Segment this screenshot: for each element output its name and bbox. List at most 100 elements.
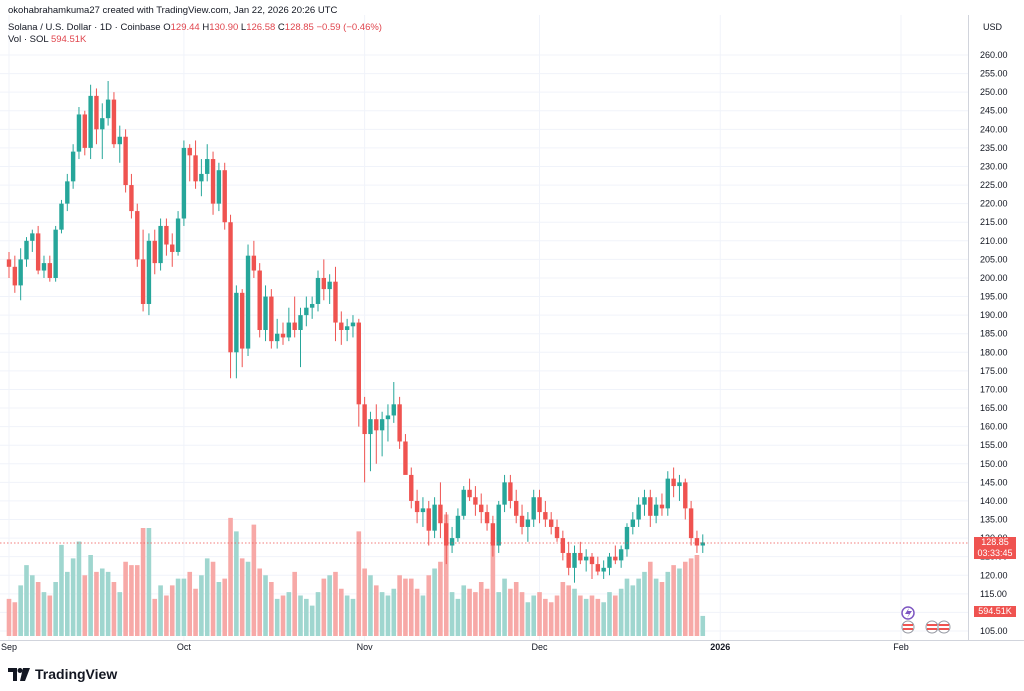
candle-body	[117, 136, 122, 145]
candle-body	[47, 263, 53, 278]
tradingview-logo[interactable]: TradingView	[8, 666, 117, 682]
candle-body	[543, 512, 548, 520]
volume-bar	[682, 561, 688, 636]
candle-body	[339, 322, 344, 330]
volume-bar	[193, 588, 198, 636]
candle-body	[24, 240, 29, 260]
volume-value: 594.51K	[50, 34, 87, 45]
candle-body	[152, 240, 157, 264]
volume-bar	[99, 568, 105, 636]
volume-bar	[502, 578, 507, 636]
us-flag-icon	[937, 620, 951, 634]
time-axis[interactable]: Sep Oct Nov Dec 2026 Feb	[0, 640, 1024, 653]
volume-bar	[677, 568, 682, 636]
price-tick-label: 220.00	[980, 199, 1008, 209]
open-label: O	[163, 22, 171, 33]
candle-body	[193, 155, 198, 182]
candle-body	[484, 512, 490, 524]
candle-body	[76, 114, 82, 152]
candle-body	[508, 482, 513, 501]
candle-body	[111, 99, 117, 145]
creator-line: okohabrahamkuma27 created with TradingVi…	[8, 5, 338, 16]
volume-bar	[700, 615, 706, 636]
price-axis[interactable]: 105.00110.00115.00120.00125.00130.00135.…	[968, 15, 1008, 640]
volume-bar	[572, 588, 577, 636]
volume-label[interactable]: Vol · SOL	[8, 34, 49, 45]
volume-bar	[321, 578, 327, 636]
price-tick-label: 185.00	[980, 329, 1008, 339]
price-tick-label: 175.00	[980, 366, 1008, 376]
volume-bar	[566, 585, 571, 636]
volume-bar	[309, 605, 315, 636]
volume-bar	[373, 585, 379, 636]
volume-bar	[327, 575, 332, 636]
candle-body	[30, 233, 35, 241]
volume-bar	[140, 528, 146, 636]
candle-body	[286, 322, 292, 338]
price-tick-label: 135.00	[980, 515, 1008, 525]
volume-bar	[105, 571, 111, 636]
volume-bar	[269, 582, 274, 636]
candle-body	[479, 504, 484, 513]
time-tick-label: Sep	[1, 642, 17, 652]
candle-body	[164, 225, 169, 245]
last-price-tag: 128.85 03:33:45	[974, 537, 1016, 559]
volume-bar	[286, 592, 292, 636]
volume-bar	[443, 514, 449, 636]
candle-body	[537, 497, 542, 513]
candle-body	[607, 556, 612, 568]
volume-bar	[473, 592, 478, 636]
volume-bar	[362, 568, 367, 636]
volume-bar	[315, 592, 321, 636]
candle-body	[473, 497, 478, 505]
volume-bar	[152, 598, 158, 636]
price-tick-label: 200.00	[980, 273, 1008, 283]
candle-body	[187, 147, 192, 156]
volume-bar	[525, 602, 531, 636]
candle-body	[432, 504, 437, 531]
volume-bar	[653, 578, 659, 636]
candle-body	[566, 552, 571, 568]
price-tick-label: 235.00	[980, 143, 1008, 153]
volume-bar	[12, 602, 18, 636]
volume-bar	[408, 578, 414, 636]
volume-bar	[490, 544, 496, 636]
candle-body	[274, 333, 280, 342]
volume-bar	[613, 595, 618, 636]
volume-bar	[117, 592, 123, 636]
candle-body	[578, 552, 583, 561]
candle-body	[630, 519, 636, 527]
time-tick-label: Nov	[357, 642, 374, 652]
volume-bar	[24, 565, 29, 636]
volume-bar	[298, 595, 303, 636]
change-value: −0.59 (−0.46%)	[316, 22, 382, 33]
us-flag-icon	[901, 620, 915, 634]
price-tick-label: 160.00	[980, 422, 1008, 432]
candle-body	[694, 538, 700, 546]
volume-bar	[169, 585, 175, 636]
volume-bar	[339, 588, 344, 636]
candle-body	[700, 542, 705, 546]
symbol-name[interactable]: Solana / U.S. Dollar · 1D · Coinbase	[8, 22, 161, 33]
volume-bar	[146, 528, 152, 636]
candle-body	[397, 404, 402, 442]
candle-body	[461, 489, 466, 516]
candle-body	[531, 497, 536, 520]
candle-body	[671, 478, 676, 487]
candle-body	[298, 315, 303, 330]
volume-bar	[513, 582, 519, 636]
candle-body	[420, 508, 426, 513]
candle-body	[88, 95, 93, 148]
volume-bar	[274, 598, 280, 636]
volume-bar	[333, 571, 338, 636]
candle-body	[304, 307, 309, 316]
currency-label[interactable]: USD	[983, 22, 1003, 32]
candle-body	[379, 419, 385, 431]
volume-bar	[175, 578, 181, 636]
volume-bar	[164, 595, 169, 636]
candle-body	[554, 526, 560, 539]
candle-body	[251, 255, 257, 271]
candle-body	[618, 549, 624, 561]
bar-countdown: 03:33:45	[977, 548, 1013, 558]
